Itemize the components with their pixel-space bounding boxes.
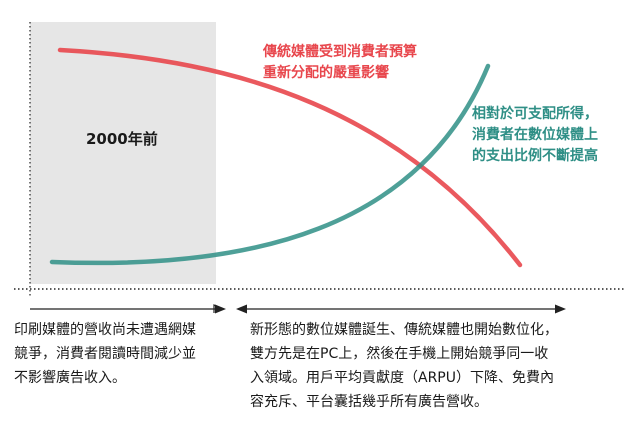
post-2000-description-line: 雙方先是在PC上，然後在手機上開始競爭同一收 — [250, 346, 549, 362]
digital-media-label-line: 的支出比例不斷提高 — [472, 148, 598, 164]
pre-2000-description-line: 印刷媒體的營收尚未遭遇網媒 — [14, 322, 196, 338]
post-2000-description-line: 入領域。用戶平均貢獻度（ARPU）下降、免費內 — [250, 370, 554, 386]
post-2000-description-line: 容充斥、平台囊括幾乎所有廣告營收。 — [250, 394, 488, 410]
post-2000-description: 新形態的數位媒體誕生、傳統媒體也開始數位化， 雙方先是在PC上，然後在手機上開始… — [250, 318, 630, 414]
digital-media-label-line: 消費者在數位媒體上 — [472, 127, 598, 143]
digital-media-curve — [49, 63, 491, 266]
era-label: 2000年前 — [86, 130, 158, 148]
digital-media-label: 相對於可支配所得， 消費者在數位媒體上 的支出比例不斷提高 — [472, 104, 598, 167]
pre-2000-shaded-region — [30, 22, 216, 284]
traditional-media-label-line: 重新分配的嚴重影響 — [263, 65, 389, 81]
post-2000-range-arrow — [236, 304, 566, 314]
pre-2000-description: 印刷媒體的營收尚未遭遇網媒 競爭，消費者閱讀時間減少並 不影響廣告收入。 — [14, 318, 229, 390]
digital-media-label-line: 相對於可支配所得， — [472, 106, 598, 122]
traditional-media-label-line: 傳統媒體受到消費者預算 — [263, 44, 417, 60]
pre-2000-description-line: 競爭，消費者閱讀時間減少並 — [14, 346, 196, 362]
traditional-media-label: 傳統媒體受到消費者預算 重新分配的嚴重影響 — [263, 42, 417, 84]
post-2000-description-line: 新形態的數位媒體誕生、傳統媒體也開始數位化， — [250, 322, 558, 338]
traditional-media-curve — [57, 47, 523, 268]
pre-2000-range-arrow — [30, 304, 226, 314]
pre-2000-description-line: 不影響廣告收入。 — [14, 370, 126, 386]
